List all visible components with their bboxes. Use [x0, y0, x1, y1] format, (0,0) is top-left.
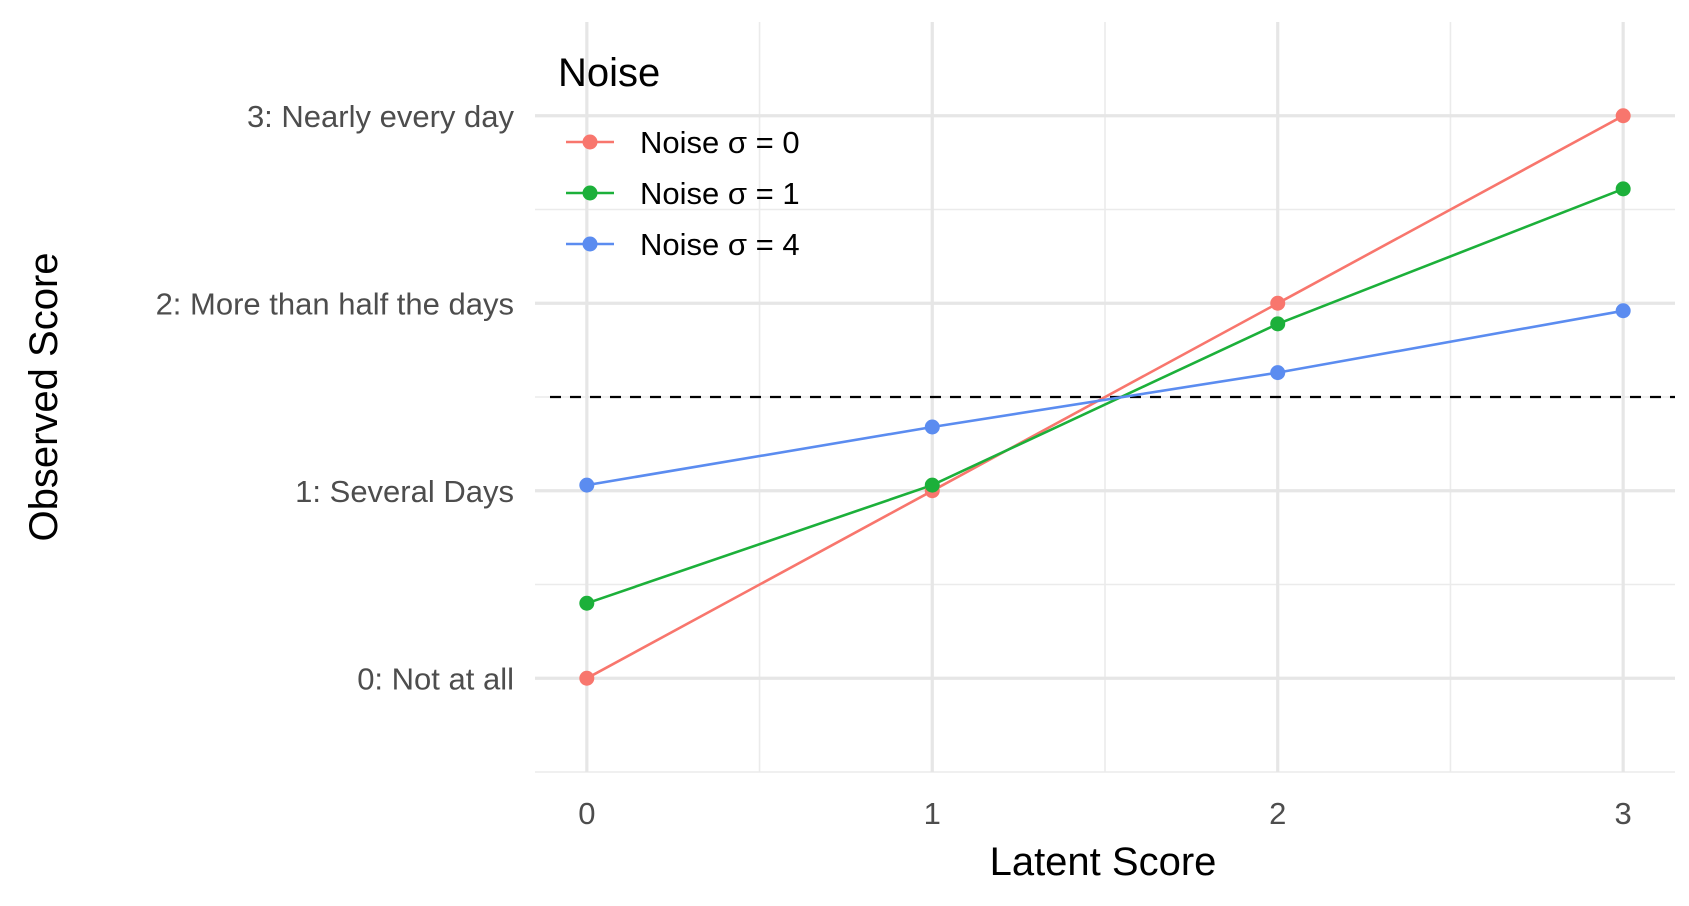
- series-line-0: [586, 114, 1624, 680]
- legend-title: Noise: [558, 51, 660, 95]
- y-axis-title: Observed Score: [22, 252, 66, 541]
- legend-key-point-2: [582, 236, 598, 252]
- series-line-2: [586, 309, 1624, 487]
- x-tick-label-3: 3: [1615, 796, 1632, 831]
- y-tick-label-3: 3: Nearly every day: [247, 99, 515, 134]
- x-tick-label-1: 1: [924, 796, 941, 831]
- legend-label-0: Noise σ = 0: [640, 125, 800, 160]
- legend-label-1: Noise σ = 1: [640, 176, 800, 211]
- series-line-1: [586, 187, 1624, 605]
- legend: Noise Noise σ = 0 Noise σ = 1 Noise σ = 4: [558, 51, 800, 262]
- data-point-s0-3: [1615, 108, 1631, 124]
- data-point-s1-0: [579, 595, 595, 611]
- legend-key-point-0: [582, 134, 598, 150]
- tick-labels: 0 1 2 3 0: Not at all 1: Several Days 2: More …: [156, 99, 1632, 831]
- legend-label-2: Noise σ = 4: [640, 227, 800, 262]
- data-point-s1-2: [1270, 316, 1286, 332]
- data-point-s1-3: [1615, 181, 1631, 197]
- x-axis-title: Latent Score: [990, 840, 1217, 884]
- data-point-s2-0: [579, 477, 595, 493]
- data-point-s1-1: [924, 477, 940, 493]
- data-point-s2-1: [924, 419, 940, 435]
- data-point-s0-0: [579, 670, 595, 686]
- series-group: [579, 108, 1631, 686]
- x-tick-label-0: 0: [578, 796, 595, 831]
- legend-key-point-1: [582, 185, 598, 201]
- data-point-s2-3: [1615, 303, 1631, 319]
- y-tick-label-2: 2: More than half the days: [156, 286, 514, 321]
- y-tick-label-0: 0: Not at all: [357, 661, 514, 696]
- y-tick-label-1: 1: Several Days: [295, 474, 514, 509]
- data-point-s0-2: [1270, 295, 1286, 311]
- x-tick-label-2: 2: [1269, 796, 1286, 831]
- data-point-s2-2: [1270, 365, 1286, 381]
